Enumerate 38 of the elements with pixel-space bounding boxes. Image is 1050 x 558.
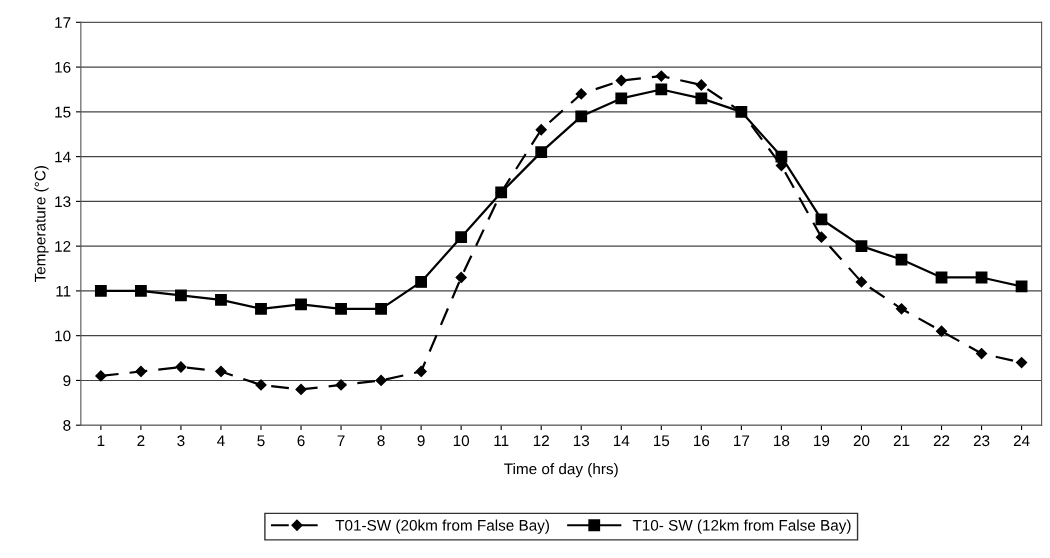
- x-tick-label: 10: [453, 435, 470, 447]
- x-tick-label: 15: [653, 435, 670, 447]
- y-tick-label: 10: [55, 330, 71, 342]
- x-tick-label: 22: [933, 435, 950, 446]
- x-tick-label: 18: [774, 435, 790, 447]
- x-tick-label: 6: [297, 435, 305, 447]
- x-tick-label: 21: [893, 435, 910, 446]
- x-tick-label: 7: [337, 435, 345, 446]
- y-tick-label: 15: [55, 106, 71, 118]
- x-tick-label: 3: [177, 435, 185, 447]
- legend-label: T01-SW (20km from False Bay): [335, 519, 549, 534]
- legend-label: T10- SW (12km from False Bay): [632, 519, 851, 534]
- y-tick-label: 13: [55, 196, 71, 208]
- x-tick-label: 13: [573, 435, 590, 447]
- y-axis-title: Temperature (°C): [34, 166, 49, 283]
- y-tick-label: 9: [63, 375, 71, 387]
- x-tick-label: 19: [814, 435, 830, 447]
- x-tick-label: 17: [734, 435, 750, 446]
- x-tick-label: 11: [494, 435, 509, 446]
- x-tick-label: 12: [533, 435, 549, 446]
- y-tick-label: 8: [63, 420, 71, 431]
- y-tick-label: 12: [55, 241, 71, 252]
- y-tick-label: 14: [55, 151, 71, 163]
- x-tick-label: 24: [1013, 435, 1030, 446]
- x-tick-label: 14: [613, 435, 630, 446]
- x-axis-title: Time of day (hrs): [504, 463, 618, 478]
- x-tick-label: 9: [417, 435, 425, 447]
- x-tick-label: 2: [137, 435, 145, 446]
- x-tick-label: 8: [377, 435, 385, 447]
- y-tick-label: 16: [55, 61, 71, 73]
- x-tick-label: 20: [853, 435, 870, 447]
- x-tick-label: 1: [97, 435, 105, 446]
- x-tick-label: 4: [217, 435, 225, 446]
- y-tick-label: 17: [55, 17, 71, 28]
- y-tick-label: 11: [56, 285, 71, 297]
- x-tick-label: 5: [257, 435, 265, 447]
- x-tick-label: 23: [973, 435, 990, 447]
- x-tick-label: 16: [694, 435, 710, 447]
